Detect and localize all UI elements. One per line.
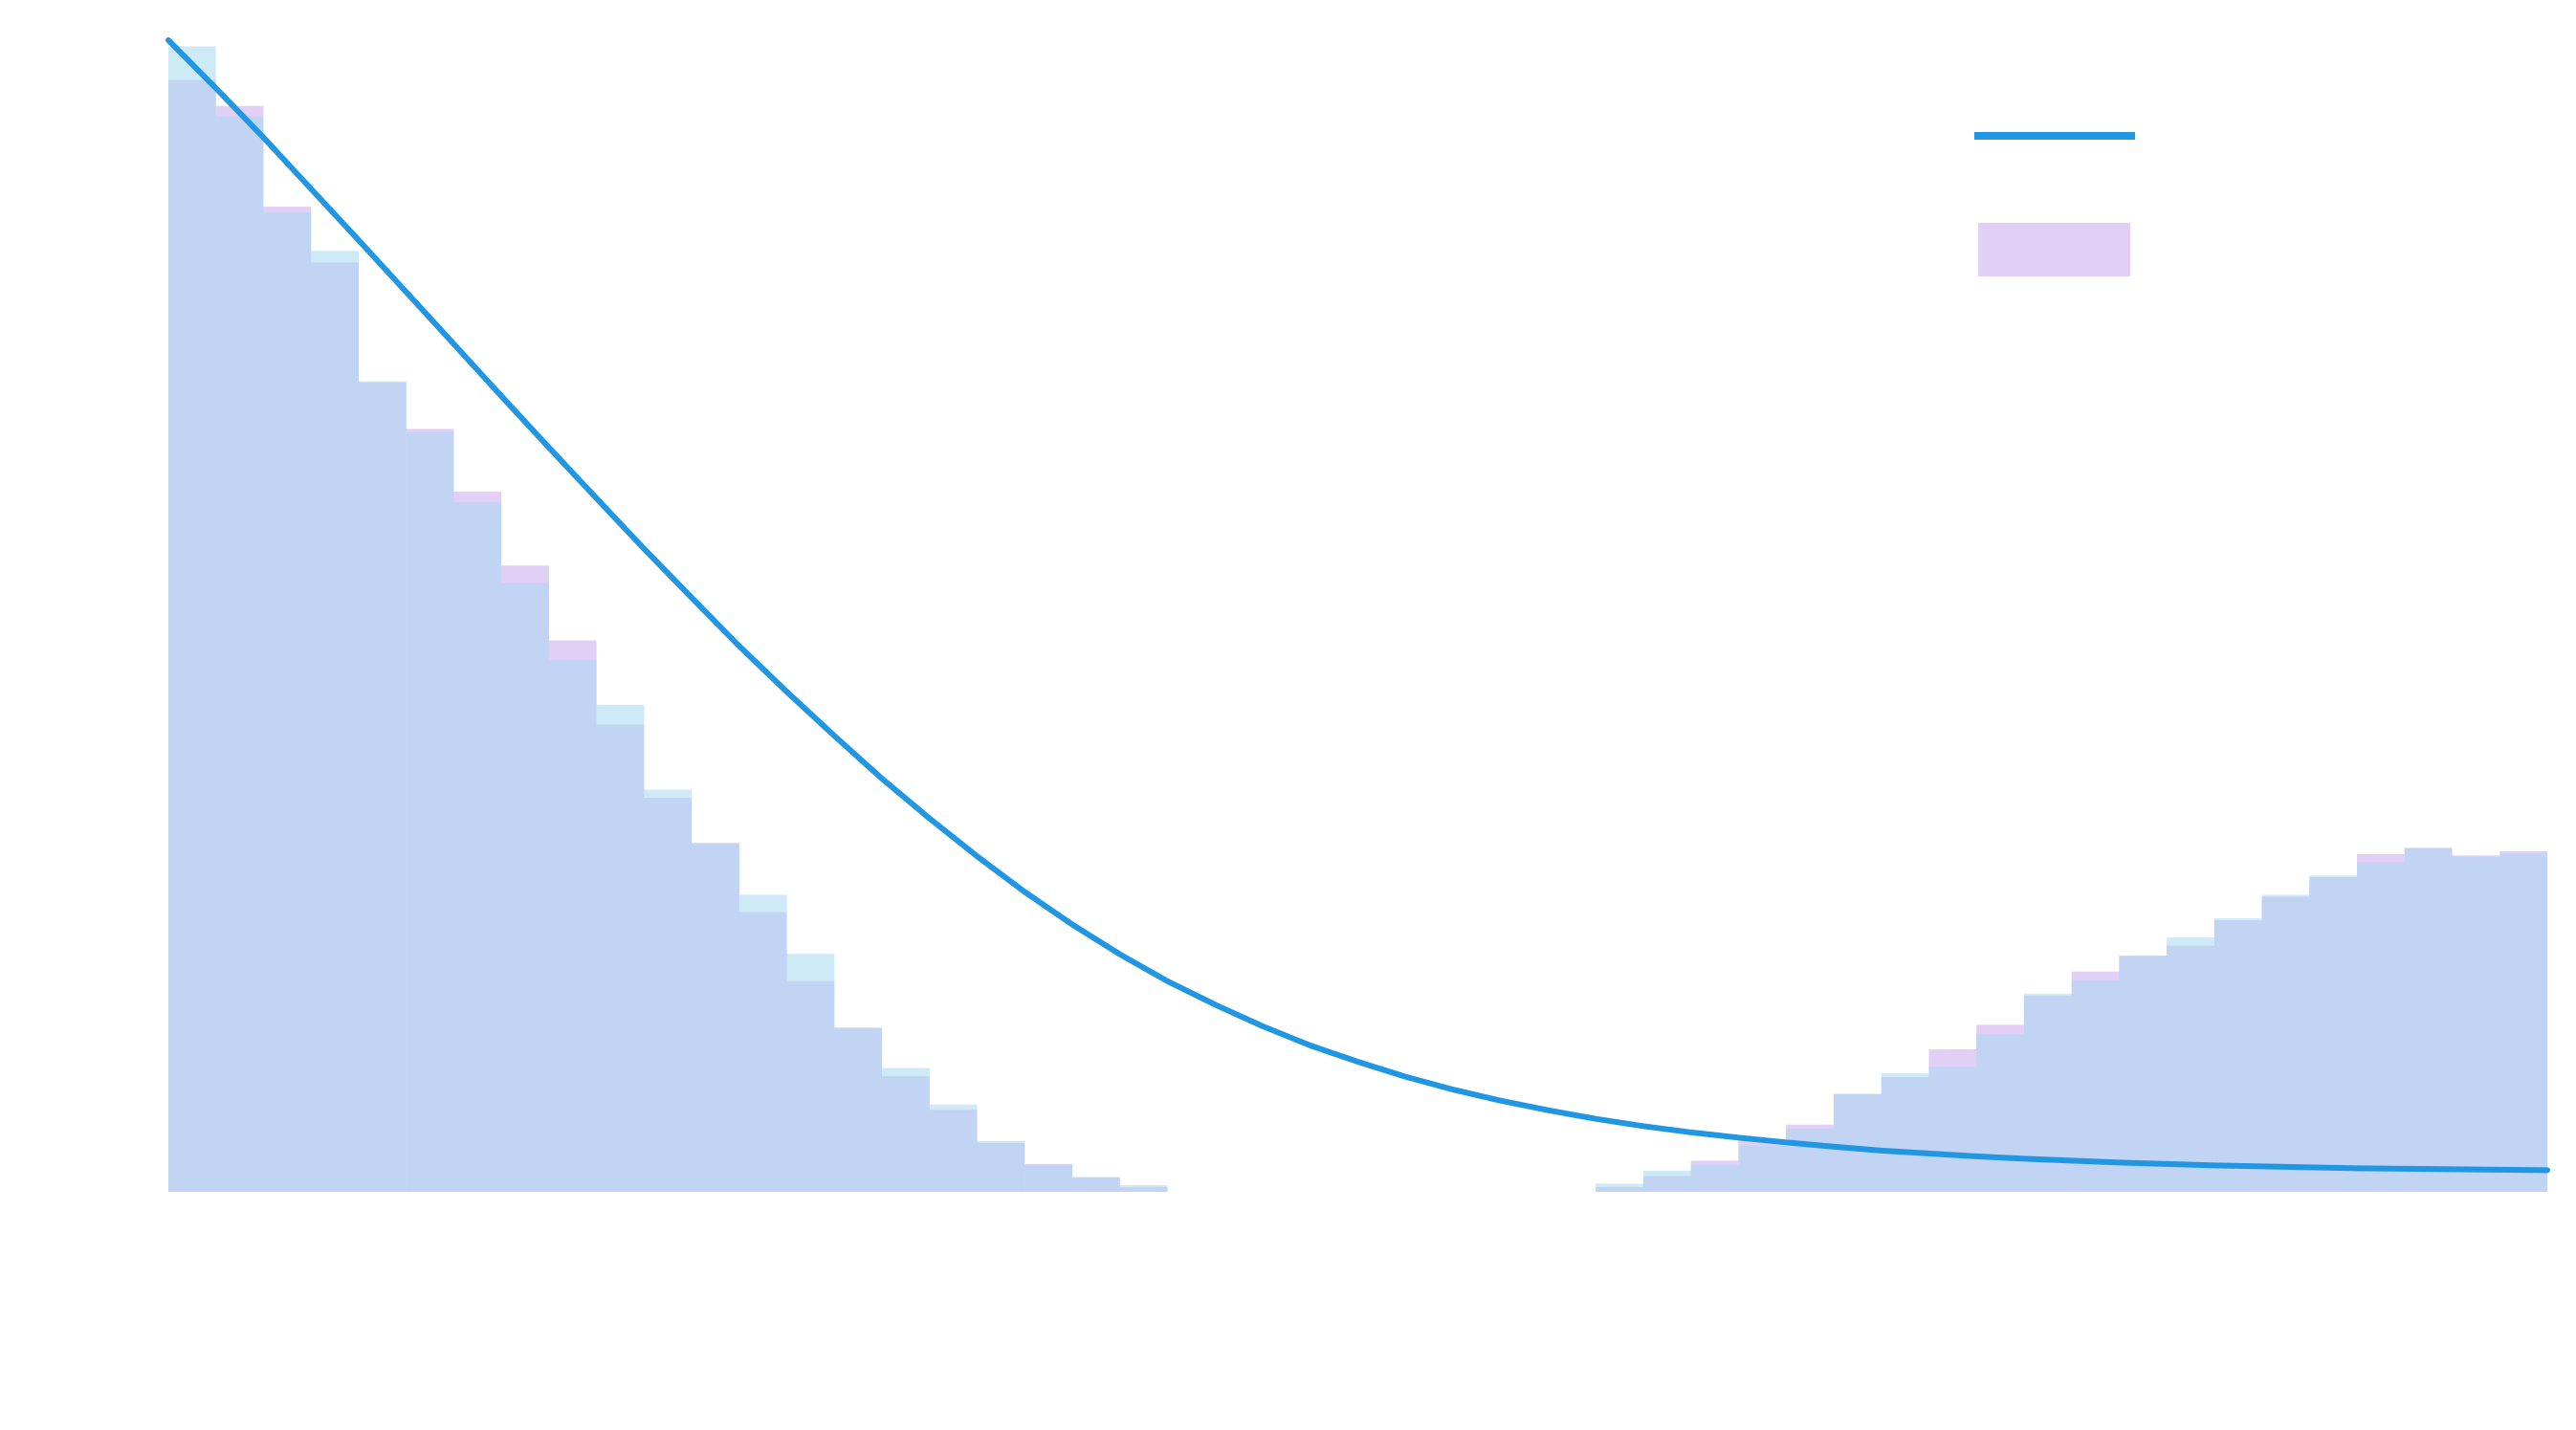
histogram-bar-2 (2213, 918, 2262, 1192)
histogram-bar-2 (1738, 1145, 1787, 1192)
histogram-bar-2 (1596, 1183, 1643, 1192)
histogram-bar-2 (1881, 1073, 1929, 1192)
histogram-bar-2 (263, 212, 312, 1192)
histogram-bar-2 (1928, 1067, 1977, 1192)
histogram-bar-2 (1833, 1093, 1882, 1192)
histogram-bar-2 (2309, 875, 2358, 1192)
histogram-bar-2 (453, 502, 502, 1192)
histogram-bar-2 (358, 381, 407, 1192)
line-layer (165, 37, 2550, 1174)
histogram-bar-2 (1690, 1164, 1739, 1192)
histogram-layer (168, 46, 2547, 1193)
histogram-bar-2 (596, 704, 645, 1192)
histogram-bar-2 (406, 431, 454, 1192)
histogram-bar-2 (738, 894, 787, 1192)
histogram-bar-2 (501, 583, 549, 1192)
line-series (165, 37, 2550, 1174)
legend-swatch-histogram (1978, 223, 2130, 276)
histogram-bar-2 (2499, 853, 2547, 1192)
histogram-bar-2 (2357, 862, 2405, 1192)
histogram-bar-2 (692, 843, 739, 1192)
histogram-bar-2 (168, 46, 216, 1192)
histogram-bar-2 (834, 1027, 883, 1192)
histogram-bar-2 (929, 1104, 978, 1192)
legend (1974, 132, 2135, 276)
histogram-bar-2 (1072, 1177, 1120, 1192)
histogram-bar-2 (2404, 847, 2453, 1192)
histogram-bar-2 (786, 954, 835, 1192)
histogram-bar-2 (1024, 1165, 1073, 1192)
histogram-bar-2 (215, 116, 264, 1192)
histogram-bar-2 (882, 1067, 930, 1192)
histogram-bar-2 (2261, 894, 2310, 1192)
histogram-bar-2 (2452, 856, 2500, 1192)
histogram-bar-2 (1976, 1034, 2024, 1192)
histogram-bar-2 (1119, 1184, 1168, 1192)
histogram-bar-2 (1642, 1170, 1691, 1192)
histogram-bar-2 (311, 251, 359, 1192)
histogram-bar-2 (2119, 956, 2168, 1192)
histogram-bar-2 (1786, 1129, 1834, 1192)
histogram-bar-2 (2071, 979, 2120, 1192)
histogram-bar-2 (2167, 937, 2214, 1192)
histogram-bar-2 (644, 789, 693, 1192)
histogram-bar-2 (548, 659, 597, 1192)
histogram-bar-2 (977, 1140, 1025, 1192)
